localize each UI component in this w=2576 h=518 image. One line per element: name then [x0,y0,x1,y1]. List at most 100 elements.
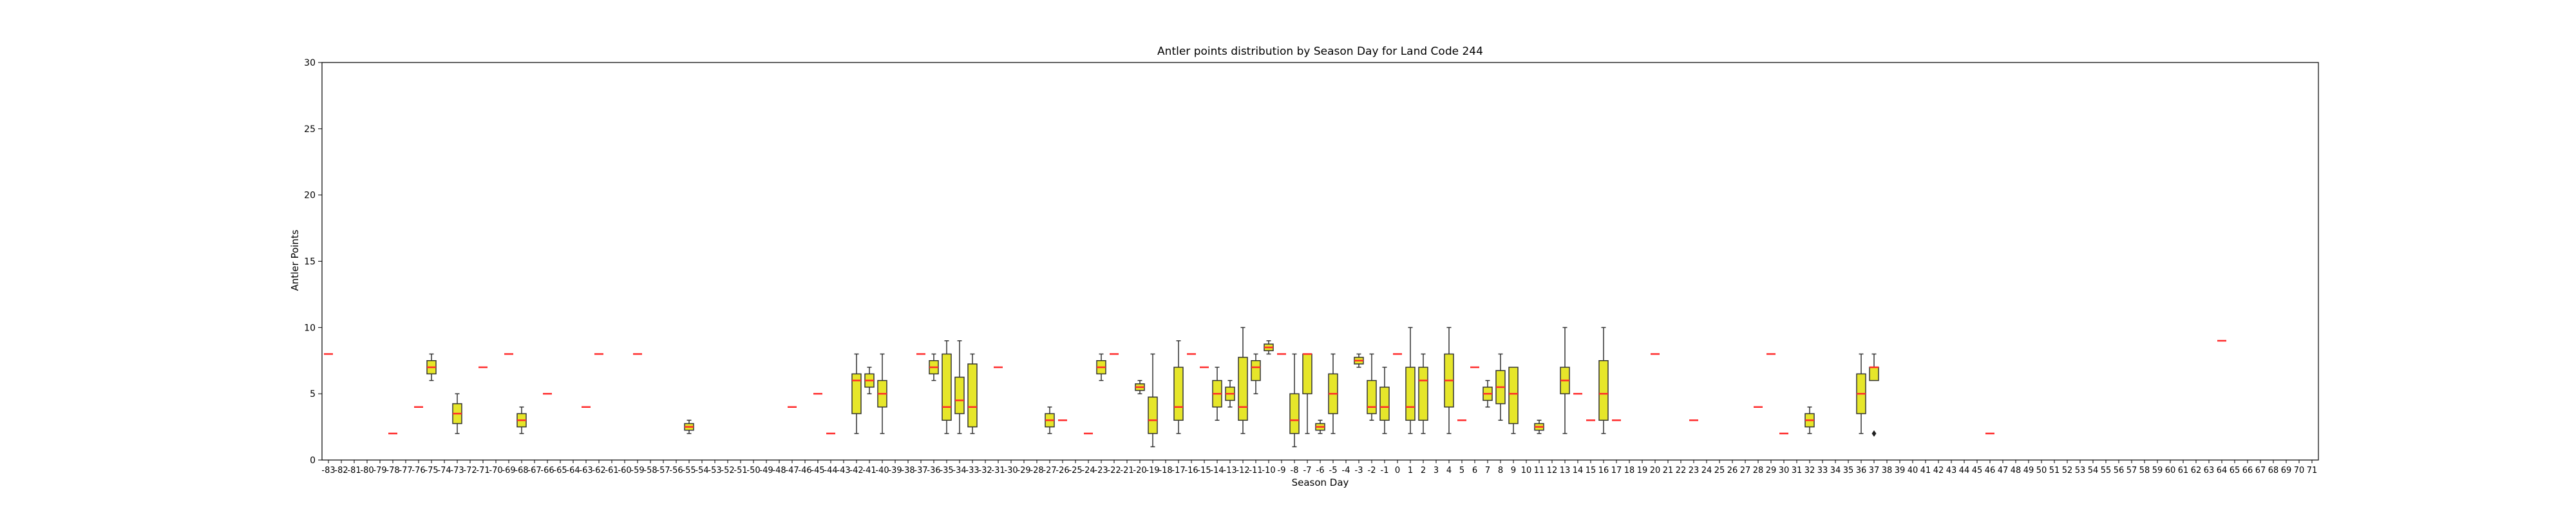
x-tick-label: 3 [1434,466,1439,475]
box-body [1251,360,1261,381]
x-tick-label: -23 [1094,466,1108,475]
x-tick-label: 6 [1472,466,1477,475]
x-tick-label: -26 [1056,466,1069,475]
x-tick-label: 43 [1946,466,1957,475]
x-tick-label: -35 [940,466,953,475]
x-tick-label: -2 [1368,466,1376,475]
x-tick-label: 9 [1511,466,1516,475]
x-tick-label: 41 [1920,466,1931,475]
x-tick-label: 20 [1650,466,1661,475]
x-tick-label: -41 [862,466,876,475]
x-tick-label: 26 [1727,466,1738,475]
y-tick-label: 30 [304,58,316,68]
x-tick-label: 0 [1395,466,1400,475]
x-tick-label: -59 [630,466,644,475]
x-tick-label: 12 [1547,466,1558,475]
x-tick-label: 44 [1959,466,1970,475]
x-tick-label: 34 [1830,466,1841,475]
x-tick-label: -4 [1342,466,1350,475]
x-tick-label: -24 [1081,466,1095,475]
x-tick-label: 61 [2178,466,2189,475]
x-tick-label: 52 [2062,466,2073,475]
x-tick-label: 30 [1779,466,1790,475]
x-tick-label: 71 [2307,466,2318,475]
x-tick-label: 25 [1714,466,1725,475]
x-tick-label: -30 [1004,466,1018,475]
x-tick-label: 53 [2075,466,2086,475]
x-tick-label: -54 [695,466,708,475]
x-tick-label: 63 [2204,466,2215,475]
x-tick-label: -56 [669,466,683,475]
chart-title: Antler points distribution by Season Day… [1157,45,1483,58]
x-tick-label: 1 [1408,466,1413,475]
x-tick-label: -60 [618,466,631,475]
x-tick-label: 64 [2217,466,2228,475]
x-tick-label: 37 [1869,466,1880,475]
x-tick-label: 69 [2281,466,2292,475]
x-tick-label: -83 [321,466,335,475]
x-tick-label: 32 [1804,466,1815,475]
x-tick-label: 66 [2242,466,2253,475]
x-tick-label: 36 [1856,466,1867,475]
box-body [1173,367,1184,421]
x-tick-label: -62 [592,466,605,475]
x-tick-label: -27 [1043,466,1056,475]
x-tick-label: -18 [1159,466,1172,475]
x-tick-label: 68 [2268,466,2279,475]
x-tick-label: -34 [952,466,966,475]
x-tick-label: 50 [2036,466,2047,475]
x-tick-label: -19 [1146,466,1159,475]
x-tick-label: -47 [785,466,799,475]
x-tick-label: -5 [1329,466,1338,475]
box-body [1289,393,1300,434]
x-tick-label: 5 [1459,466,1464,475]
outlier-point [1871,430,1877,437]
x-tick-label: 60 [2165,466,2176,475]
box-body [1238,356,1248,421]
box-body [1367,379,1377,414]
box-body [1598,360,1609,421]
x-tick-label: -46 [798,466,811,475]
box-body [942,353,952,421]
x-tick-label: 24 [1701,466,1712,475]
x-tick-label: 18 [1624,466,1635,475]
box-body [1508,367,1519,425]
x-tick-label: -37 [914,466,927,475]
x-tick-label: 48 [2011,466,2022,475]
x-tick-label: 65 [2230,466,2240,475]
x-tick-label: -12 [1236,466,1249,475]
x-tick-label: -9 [1278,466,1286,475]
x-tick-label: 22 [1676,466,1687,475]
plot-frame [321,62,2319,461]
y-axis-label: Antler Points [289,229,301,291]
x-tick-label: -50 [746,466,760,475]
x-tick-label: -53 [708,466,721,475]
x-tick-label: -32 [978,466,992,475]
y-tick-label: 20 [304,191,316,201]
y-tick-label: 15 [304,257,316,267]
x-tick-label: 38 [1882,466,1893,475]
x-tick-label: 2 [1421,466,1426,475]
x-tick-label: 17 [1611,466,1622,475]
y-tick-label: 0 [310,456,316,466]
x-tick-label: -44 [824,466,837,475]
x-tick-label: -20 [1133,466,1146,475]
x-tick-label: 16 [1598,466,1609,475]
x-tick-label: -38 [901,466,914,475]
x-tick-label: -48 [772,466,786,475]
x-tick-label: 55 [2101,466,2112,475]
x-tick-label: -15 [1197,466,1211,475]
box-body [967,363,978,428]
x-tick-label: -45 [811,466,824,475]
box-body [954,376,965,414]
x-tick-label: 13 [1560,466,1571,475]
x-tick-label: -70 [489,466,502,475]
x-tick-label: -3 [1355,466,1363,475]
x-tick-label: -68 [515,466,528,475]
x-tick-label: -81 [347,466,361,475]
x-tick-label: 39 [1895,466,1906,475]
box-body [1405,367,1416,421]
x-tick-label: -25 [1068,466,1082,475]
